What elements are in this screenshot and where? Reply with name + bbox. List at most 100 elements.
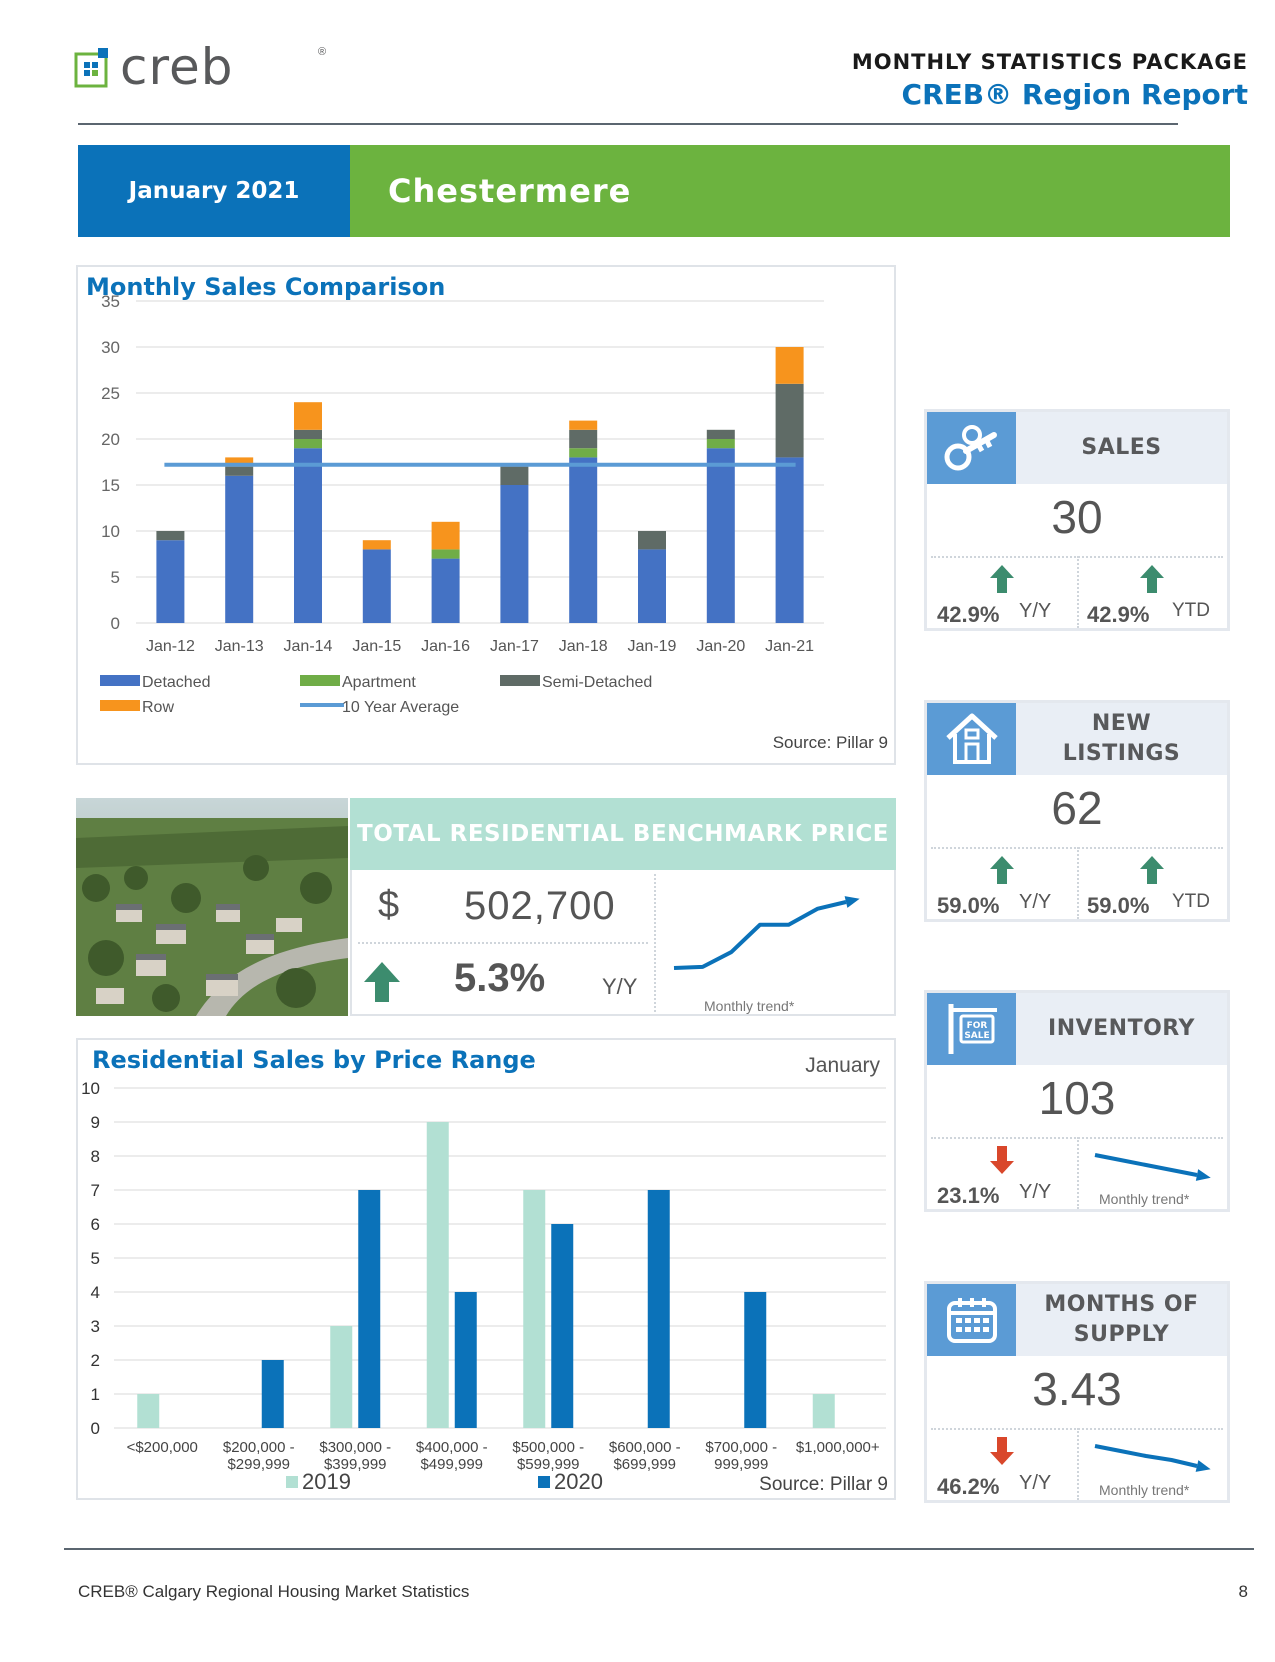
months-of-supply-heading-line-2: SUPPLY xyxy=(1073,1322,1170,1347)
new-listings-yy-label: Y/Y xyxy=(1019,891,1052,913)
bar-semi-detached xyxy=(156,531,185,541)
legend-swatch xyxy=(286,1476,298,1488)
legend-label: 2020 xyxy=(554,1469,603,1494)
new-listings-heading-line-1: NEW xyxy=(1091,711,1152,736)
x-tick-label: Jan-17 xyxy=(490,638,539,655)
bar-detached xyxy=(569,457,598,623)
svg-text:FOR: FOR xyxy=(966,1021,987,1031)
inventory-yy-change: 23.1% xyxy=(937,1183,1000,1208)
y-tick-label: 30 xyxy=(101,338,120,357)
bar-row xyxy=(225,457,254,467)
bar-detached xyxy=(638,549,666,623)
y-tick-label: 3 xyxy=(91,1317,100,1336)
y-tick-label: 15 xyxy=(101,476,120,495)
bar-2020 xyxy=(647,1190,670,1428)
house-icon xyxy=(927,703,1016,775)
x-tick-label: $699,999 xyxy=(613,1456,676,1473)
sales-ytd-change: 42.9% xyxy=(1087,602,1150,627)
logo-registered-mark: ® xyxy=(318,46,327,58)
y-tick-label: 10 xyxy=(101,522,120,541)
y-tick-label: 35 xyxy=(101,292,120,311)
x-tick-label: 999,999 xyxy=(714,1456,768,1473)
bar-detached xyxy=(225,475,254,623)
bar-semi-detached xyxy=(294,429,322,439)
x-tick-label: <$200,000 xyxy=(127,1439,198,1456)
x-tick-label: Jan-14 xyxy=(284,638,333,655)
x-tick-label: Jan-12 xyxy=(146,638,195,655)
bar-semi-detached xyxy=(706,429,735,439)
x-tick-label: Jan-20 xyxy=(696,638,745,655)
new-listings-heading: NEW LISTINGS xyxy=(1016,703,1227,775)
footer-divider xyxy=(64,1548,1254,1550)
monthly-sales-chart: Monthly Sales Comparison 0 5 10 15 20 25 30 35 J… xyxy=(76,265,896,765)
bar-2020 xyxy=(551,1224,574,1428)
months-of-supply-heading-line-1: MONTHS OF xyxy=(1044,1292,1199,1317)
region-name: Chestermere xyxy=(350,145,1230,237)
y-tick-label: 10 xyxy=(81,1079,100,1098)
benchmark-change: 5.3% xyxy=(454,956,546,1000)
y-tick-label: 0 xyxy=(111,614,120,633)
sales-yy-label: Y/Y xyxy=(1019,600,1052,622)
benchmark-trend-line xyxy=(673,900,847,970)
report-kicker: MONTHLY STATISTICS PACKAGE xyxy=(851,50,1248,74)
price-range-plot: 0 1 2 3 4 5 6 7 8 9 10 <$200,000 $200,000 -$299,999 $… xyxy=(81,1079,886,1494)
chart-source: Source: Pillar 9 xyxy=(772,733,888,752)
months-of-supply-trend-label: Monthly trend* xyxy=(1099,1482,1190,1498)
bar-row xyxy=(431,521,460,550)
arrow-up-icon xyxy=(364,962,400,1002)
inventory-trend-label: Monthly trend* xyxy=(1099,1191,1190,1207)
legend-swatch xyxy=(100,700,140,711)
arrow-up-icon xyxy=(990,856,1014,884)
legend-swatch xyxy=(100,675,140,686)
new-listings-yy-change: 59.0% xyxy=(937,893,1000,918)
y-tick-label: 20 xyxy=(101,430,120,449)
months-of-supply-value: 3.43 xyxy=(1032,1363,1122,1415)
new-listings-ytd-change: 59.0% xyxy=(1087,893,1150,918)
inventory-value: 103 xyxy=(1038,1072,1116,1124)
sales-value: 30 xyxy=(1051,491,1103,543)
bar-detached xyxy=(431,558,460,623)
benchmark-trend-sparkline xyxy=(673,896,860,970)
header-divider xyxy=(78,123,1178,125)
monthly-sales-plot: 0 5 10 15 20 25 30 35 Jan-12 Jan-13 Jan-14 Jan-15 Ja… xyxy=(100,292,824,716)
sales-card: SALES 30 42.9% Y/Y 42.9% YTD xyxy=(924,409,1230,631)
months-of-supply-heading: MONTHS OF SUPPLY xyxy=(1016,1284,1227,1356)
legend-label: 2019 xyxy=(302,1469,351,1494)
x-tick-label: $500,000 - xyxy=(512,1439,584,1456)
y-tick-label: 8 xyxy=(91,1147,100,1166)
x-tick-label: Jan-21 xyxy=(765,638,814,655)
legend-swatch xyxy=(500,675,540,686)
y-tick-label: 6 xyxy=(91,1215,100,1234)
months-of-supply-yy-change: 46.2% xyxy=(937,1474,1000,1499)
x-tick-label: Jan-18 xyxy=(559,638,608,655)
bar-2020 xyxy=(358,1190,381,1428)
for-sale-sign-icon: FOR SALE xyxy=(927,993,1016,1065)
arrow-up-icon xyxy=(990,565,1014,593)
price-range-chart: Residential Sales by Price Range January… xyxy=(76,1038,896,1500)
inventory-heading: INVENTORY xyxy=(1016,993,1227,1065)
arrow-up-icon xyxy=(1140,856,1164,884)
bar-semi-detached xyxy=(500,466,529,485)
bar-semi-detached xyxy=(638,531,666,550)
bar-detached xyxy=(500,485,529,623)
x-tick-label: $200,000 - xyxy=(223,1439,295,1456)
arrow-up-icon xyxy=(1140,565,1164,593)
bar-2019 xyxy=(137,1394,160,1428)
report-title: CREB® Region Report xyxy=(901,78,1248,111)
bar-semi-detached xyxy=(569,429,598,449)
chart-title: Residential Sales by Price Range xyxy=(92,1046,536,1074)
aerial-neighbourhood-photo xyxy=(76,798,348,1016)
legend-label: Detached xyxy=(142,674,211,691)
months-of-supply-card: MONTHS OF SUPPLY 3.43 46.2% Y/Y Monthly t… xyxy=(924,1281,1230,1503)
trend-arrowhead xyxy=(844,896,860,908)
bar-apartment xyxy=(431,549,460,559)
y-tick-label: 25 xyxy=(101,384,120,403)
arrow-down-icon xyxy=(990,1146,1014,1174)
x-tick-label: $600,000 - xyxy=(609,1439,681,1456)
bar-2020 xyxy=(261,1360,284,1428)
x-tick-label: $499,999 xyxy=(420,1456,483,1473)
legend-label: Semi-Detached xyxy=(542,674,652,691)
new-listings-heading-line-2: LISTINGS xyxy=(1062,741,1181,766)
x-tick-label: $399,999 xyxy=(324,1456,387,1473)
legend-label: Apartment xyxy=(342,674,416,691)
